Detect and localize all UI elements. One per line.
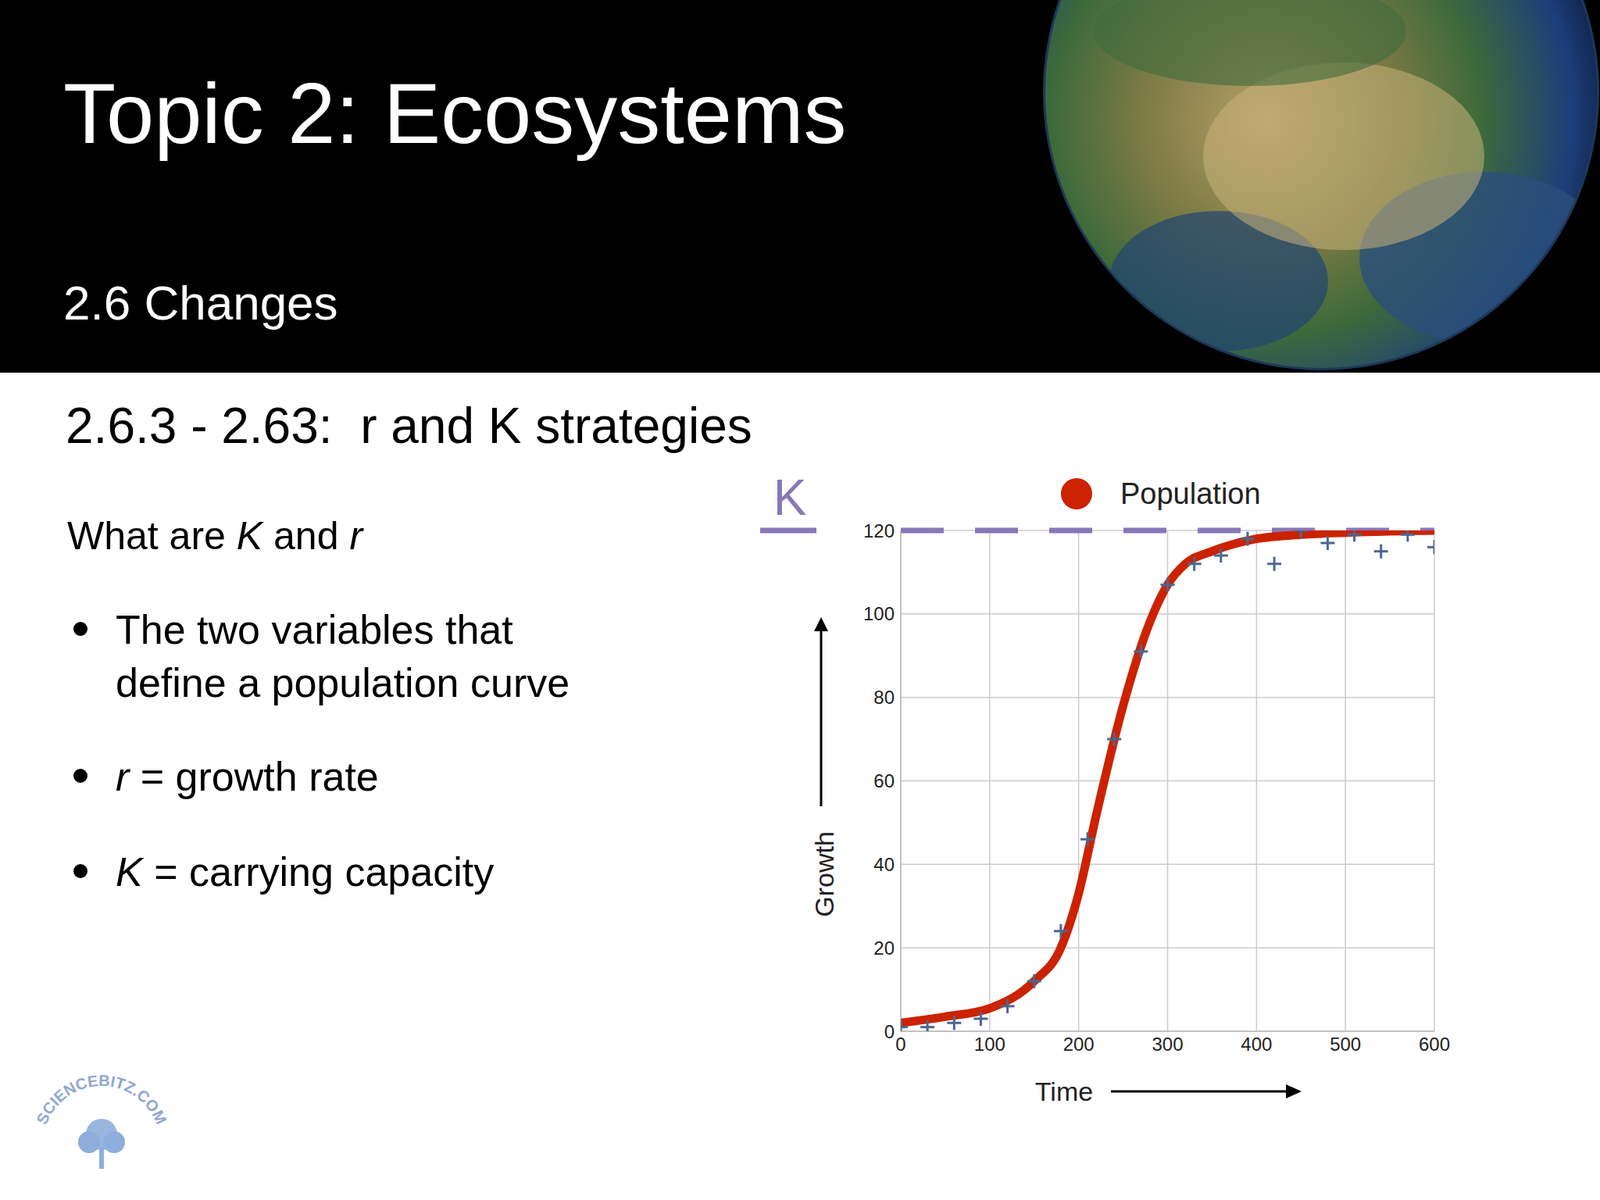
svg-text:500: 500 — [1329, 1033, 1361, 1055]
svg-text:300: 300 — [1151, 1033, 1183, 1055]
svg-text:100: 100 — [863, 603, 895, 625]
html-text:What are K and r: What are K and r — [67, 514, 363, 558]
html-text:Time: Time — [1035, 1076, 1094, 1107]
svg-text:200: 200 — [1063, 1033, 1095, 1055]
svg-text:100: 100 — [974, 1033, 1006, 1055]
html-text:2.6 Changes: 2.6 Changes — [63, 275, 338, 330]
html-text:Population: Population — [1120, 476, 1261, 510]
html-text:define a population curve: define a population curve — [115, 660, 570, 706]
svg-text:80: 80 — [873, 686, 895, 708]
html-text:The two variables that: The two variables that — [115, 607, 514, 653]
svg-text:0: 0 — [884, 1021, 895, 1043]
svg-text:40: 40 — [873, 853, 895, 875]
svg-text:60: 60 — [873, 770, 895, 792]
html-text:Growth: Growth — [809, 831, 840, 918]
html-text:2.6.3 - 2.63: r and K strategi: 2.6.3 - 2.63: r and K strategies — [65, 397, 753, 454]
html-text:Topic 2: Ecosystems: Topic 2: Ecosystems — [63, 64, 847, 161]
svg-text:0: 0 — [895, 1033, 906, 1055]
svg-text:SCIENCEBITZ.COM: SCIENCEBITZ.COM — [32, 1071, 170, 1127]
svg-text:120: 120 — [863, 520, 895, 542]
svg-text:20: 20 — [873, 937, 895, 959]
svg-text:400: 400 — [1240, 1033, 1272, 1055]
html-text:K = carrying capacity: K = carrying capacity — [115, 849, 494, 895]
svg-text:600: 600 — [1418, 1033, 1450, 1055]
html-text:r = growth rate: r = growth rate — [115, 753, 379, 800]
svg-text:K: K — [773, 469, 808, 526]
